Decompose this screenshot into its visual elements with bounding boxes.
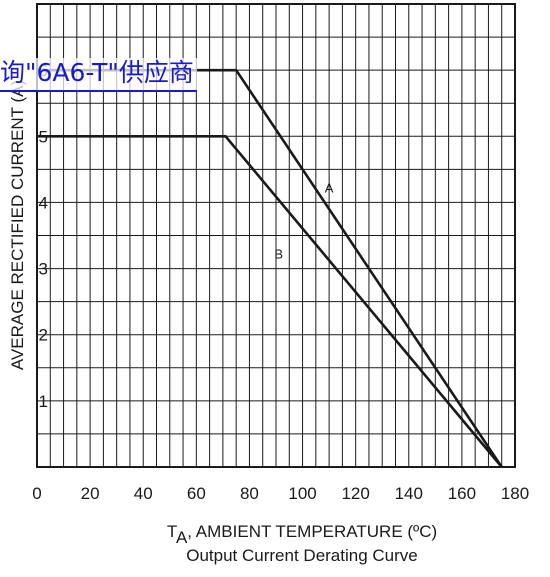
curve-labels: AB bbox=[274, 181, 333, 262]
x-tick-label: 0 bbox=[32, 484, 41, 503]
curve-label-a: A bbox=[325, 181, 334, 196]
x-axis-title-rest: , AMBIENT TEMPERATURE (ºC) bbox=[187, 522, 437, 541]
y-tick-label: 4 bbox=[39, 193, 48, 212]
x-tick-label: 20 bbox=[81, 484, 100, 503]
x-tick-label: 80 bbox=[240, 484, 259, 503]
x-tick-label: 100 bbox=[288, 484, 316, 503]
y-tick-labels: 123456 bbox=[39, 61, 48, 411]
curve-label-b: B bbox=[274, 247, 283, 262]
x-axis-title-subscript: A bbox=[176, 528, 188, 547]
chart-subtitle: Output Current Derating Curve bbox=[186, 546, 418, 565]
y-tick-label: 2 bbox=[39, 326, 48, 345]
y-tick-label: 3 bbox=[39, 260, 48, 279]
curve-b bbox=[37, 134, 503, 468]
y-axis-title: AVERAGE RECTIFIED CURRENT (A) bbox=[8, 80, 27, 370]
x-tick-label: 160 bbox=[448, 484, 476, 503]
x-tick-labels: 0 20 40 60 80 100 120 140 160 180 bbox=[32, 484, 529, 503]
x-tick-label: 120 bbox=[341, 484, 369, 503]
x-tick-label: 140 bbox=[395, 484, 423, 503]
plot-frame bbox=[36, 3, 516, 468]
x-tick-label: 40 bbox=[134, 484, 153, 503]
supplier-inquiry-link[interactable]: 询"6A6-T"供应商 bbox=[0, 58, 197, 92]
x-tick-label: 180 bbox=[501, 484, 529, 503]
x-axis-title-prefix: T bbox=[167, 522, 177, 541]
x-axis-title: TA, AMBIENT TEMPERATURE (ºC) bbox=[167, 522, 437, 547]
y-tick-label: 1 bbox=[39, 392, 48, 411]
x-tick-label: 60 bbox=[187, 484, 206, 503]
y-tick-label: 5 bbox=[39, 127, 48, 146]
